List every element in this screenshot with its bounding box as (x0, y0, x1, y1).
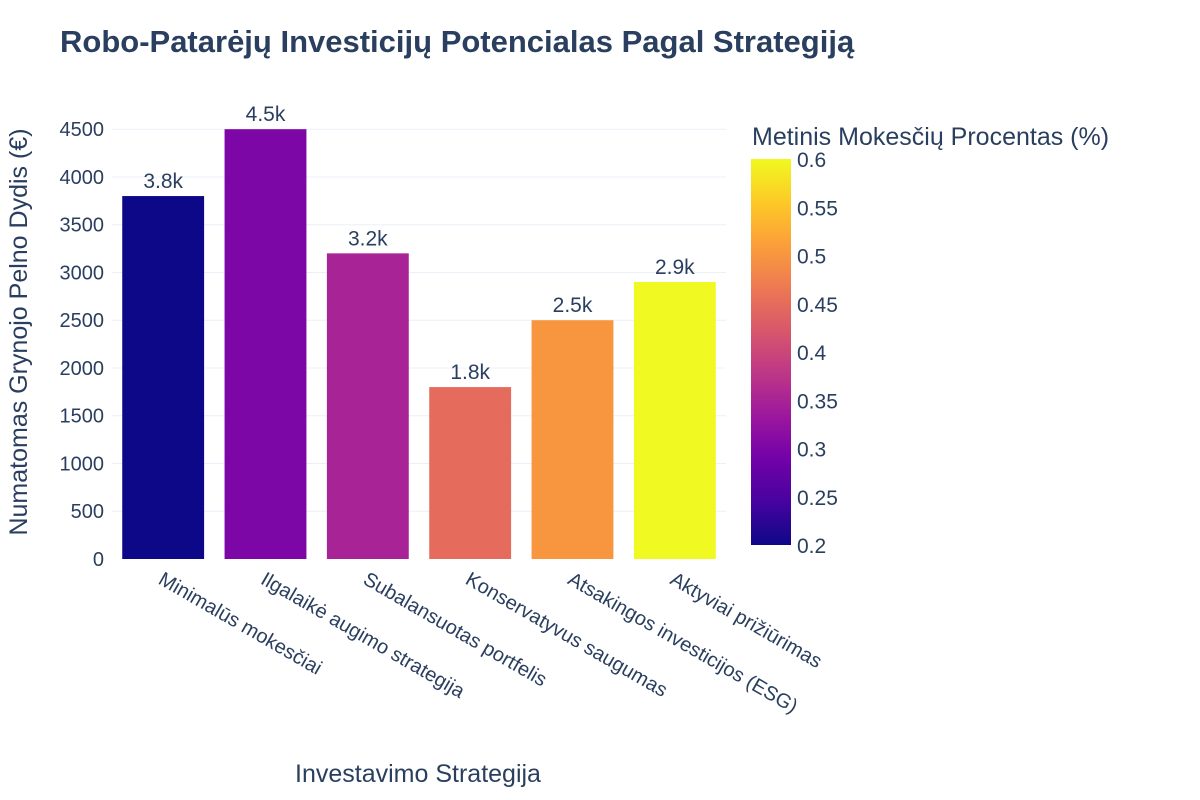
bar-value-label: 3.8k (143, 170, 183, 193)
y-tick-label: 3000 (60, 262, 105, 284)
colorbar-tick-label: 0.25 (797, 487, 838, 510)
colorbar-tick-label: 0.4 (797, 342, 827, 365)
y-axis-title: Numatomas Grynojo Pelno Dydis (€) (5, 128, 33, 535)
colorbar-tick-label: 0.6 (797, 149, 826, 172)
y-tick-label: 4000 (60, 167, 105, 189)
bar[interactable] (429, 387, 512, 559)
y-tick-label: 1500 (60, 406, 105, 428)
y-axis-ticks: 0 500 1000 1500 2000 2500 3000 3500 4000 4500 (60, 119, 105, 571)
bar[interactable] (326, 253, 409, 559)
y-tick-label: 2500 (60, 310, 105, 332)
colorbar-tick-label: 0.45 (797, 294, 838, 317)
bar-value-label: 1.8k (450, 361, 490, 384)
bar-value-labels: 3.8k 4.5k 3.2k 1.8k 2.5k 2.9k (143, 103, 695, 384)
x-tick-label: Subalansuotas portfelis (359, 568, 550, 691)
colorbar-tick-label: 0.2 (797, 535, 826, 558)
y-tick-label: 3500 (60, 215, 105, 237)
bar[interactable] (633, 282, 716, 559)
colorbar-gradient (751, 159, 791, 545)
bar-value-label: 2.9k (655, 256, 695, 279)
y-tick-label: 4500 (60, 119, 105, 141)
colorbar-title: Metinis Mokesčių Procentas (%) (752, 123, 1109, 151)
y-tick-label: 500 (71, 501, 104, 523)
x-axis-title: Investavimo Strategija (295, 760, 541, 788)
bar-value-label: 3.2k (348, 227, 388, 250)
colorbar-tick-label: 0.35 (797, 390, 838, 413)
x-tick-label: Minimalūs mokesčiai (155, 568, 326, 679)
colorbar-tick-label: 0.55 (797, 197, 838, 220)
bar[interactable] (224, 129, 307, 559)
chart-title: Robo-Patarėjų Investicijų Potencialas Pa… (60, 24, 855, 59)
bar-value-label: 2.5k (553, 294, 593, 317)
colorbar-tick-label: 0.5 (797, 246, 826, 269)
y-tick-label: 0 (93, 549, 104, 571)
y-tick-label: 2000 (60, 358, 105, 380)
colorbar: Metinis Mokesčių Procentas (%) 0.2 0.25 0.… (751, 123, 1109, 558)
bar-value-label: 4.5k (246, 103, 286, 126)
colorbar-tick-label: 0.3 (797, 439, 826, 462)
y-tick-label: 1000 (60, 453, 105, 475)
bar[interactable] (122, 196, 205, 560)
bar[interactable] (531, 320, 614, 559)
bars (122, 129, 716, 560)
gridlines (112, 128, 726, 512)
